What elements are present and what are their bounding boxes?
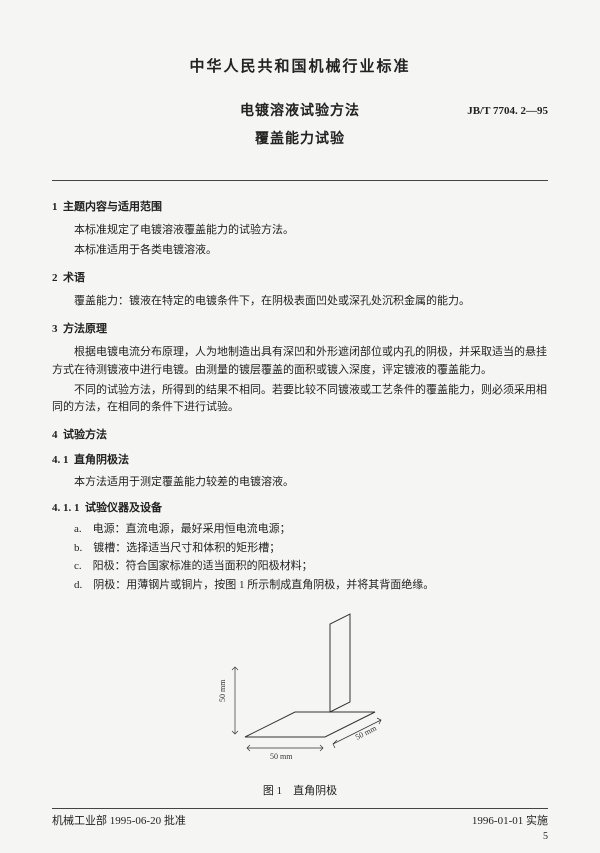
section-3-p1: 根据电镀电流分布原理，人为地制造出具有深凹和外形遮闭部位或内孔的阴极，并采取适当… — [52, 344, 548, 379]
footer-rule — [52, 808, 548, 809]
section-1-heading: 1 主题内容与适用范围 — [52, 199, 548, 217]
section-2-title: 术语 — [63, 272, 85, 284]
item-b: b. 镀槽：选择适当尺寸和体积的矩形槽； — [52, 540, 548, 558]
section-2-p1: 覆盖能力：镀液在特定的电镀条件下，在阴极表面凹处或深孔处沉积金属的能力。 — [52, 293, 548, 311]
section-4-num: 4 — [52, 429, 58, 441]
item-d: d. 阴极：用薄钢片或铜片，按图 1 所示制成直角阴极，并将其背面绝缘。 — [52, 577, 548, 595]
subtitle-1: 电镀溶液试验方法 — [240, 104, 360, 119]
section-4-heading: 4 试验方法 — [52, 427, 548, 445]
org-title: 中华人民共和国机械行业标准 — [52, 55, 548, 79]
section-4-title: 试验方法 — [63, 429, 107, 441]
figure-1-caption: 图 1 直角阴极 — [185, 783, 415, 801]
figure-1: 50 mm 50 mm 50 mm 图 1 直角阴极 — [185, 602, 415, 800]
footer: 机械工业部 1995-06-20 批准 1996-01-01 实施 — [52, 813, 548, 831]
subtitle-row: 电镀溶液试验方法 JB/T 7704. 2—95 — [52, 101, 548, 123]
page-number: 5 — [543, 829, 548, 845]
section-3-p2: 不同的试验方法，所得到的结果不相同。若要比较不同镀液或工艺条件的覆盖能力，则必须… — [52, 382, 548, 417]
section-41-heading: 4. 1 直角阴极法 — [52, 452, 548, 470]
doc-code: JB/T 7704. 2—95 — [467, 103, 548, 121]
section-41-title: 直角阴极法 — [74, 454, 129, 466]
subtitle-2: 覆盖能力试验 — [52, 129, 548, 151]
section-1-num: 1 — [52, 201, 58, 213]
section-2-heading: 2 术语 — [52, 270, 548, 288]
section-411-title: 试验仪器及设备 — [85, 502, 162, 514]
header-rule — [52, 180, 548, 181]
item-a: a. 电源：直流电源，最好采用恒电流电源； — [52, 521, 548, 539]
section-1-p1: 本标准规定了电镀溶液覆盖能力的试验方法。 — [52, 222, 548, 240]
section-41-p1: 本方法适用于测定覆盖能力较差的电镀溶液。 — [52, 474, 548, 492]
section-411-num: 4. 1. 1 — [52, 502, 80, 514]
section-3-num: 3 — [52, 323, 58, 335]
section-3-title: 方法原理 — [63, 323, 107, 335]
footer-effective: 1996-01-01 实施 — [472, 813, 548, 831]
dim-label-h1: 50 mm — [270, 752, 293, 761]
section-3-heading: 3 方法原理 — [52, 321, 548, 339]
section-1-title: 主题内容与适用范围 — [63, 201, 162, 213]
section-2-num: 2 — [52, 272, 58, 284]
dim-label-v: 50 mm — [218, 679, 227, 702]
footer-approval: 机械工业部 1995-06-20 批准 — [52, 813, 186, 831]
section-411-heading: 4. 1. 1 试验仪器及设备 — [52, 500, 548, 518]
section-1-p2: 本标准适用于各类电镀溶液。 — [52, 242, 548, 260]
section-41-num: 4. 1 — [52, 454, 69, 466]
dim-label-h2: 50 mm — [354, 724, 379, 743]
figure-1-svg: 50 mm 50 mm 50 mm — [185, 602, 415, 772]
item-c: c. 阳极：符合国家标准的适当面积的阳极材料； — [52, 558, 548, 576]
